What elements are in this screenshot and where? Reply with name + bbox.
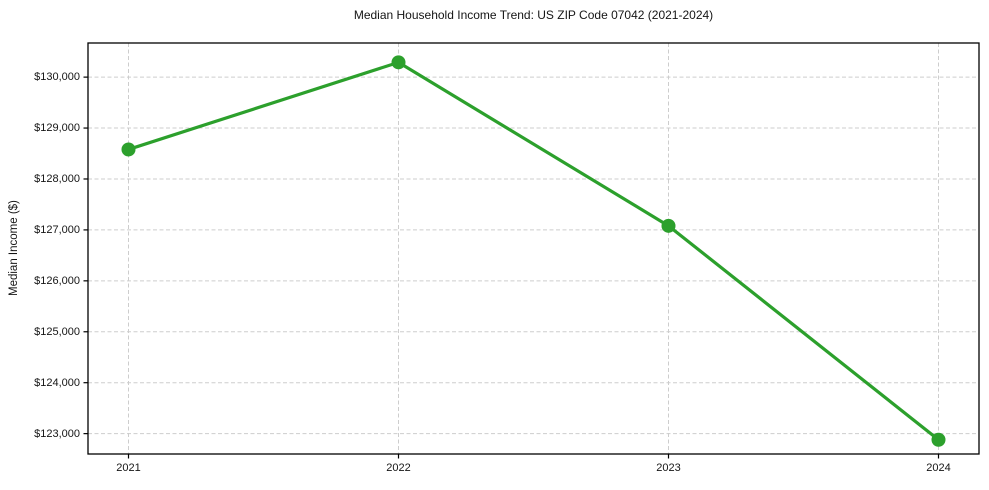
y-tick-label: $127,000 xyxy=(34,223,80,236)
data-point-marker xyxy=(121,142,136,157)
axis-ticks xyxy=(83,76,940,459)
y-tick-label: $125,000 xyxy=(34,325,80,338)
data-point-marker xyxy=(661,218,676,233)
chart-title: Median Household Income Trend: US ZIP Co… xyxy=(353,8,714,22)
y-tick-label: $129,000 xyxy=(34,122,80,135)
y-tick-label: $128,000 xyxy=(34,172,80,185)
x-tick-label: 2022 xyxy=(386,462,411,474)
x-tick-label: 2023 xyxy=(656,462,681,474)
x-tick-label: 2024 xyxy=(926,462,951,474)
x-tick-label: 2021 xyxy=(116,462,141,474)
data-point-marker xyxy=(931,432,946,447)
y-tick-label: $123,000 xyxy=(34,427,80,440)
data-point-marker xyxy=(391,55,406,70)
data-point-markers xyxy=(121,55,946,447)
y-tick-label: $124,000 xyxy=(34,376,80,389)
y-tick-label: $126,000 xyxy=(34,274,80,287)
gridlines xyxy=(88,43,979,454)
y-tick-label: $130,000 xyxy=(34,71,80,84)
income-trend-line xyxy=(126,60,941,442)
plot-border xyxy=(87,42,980,455)
